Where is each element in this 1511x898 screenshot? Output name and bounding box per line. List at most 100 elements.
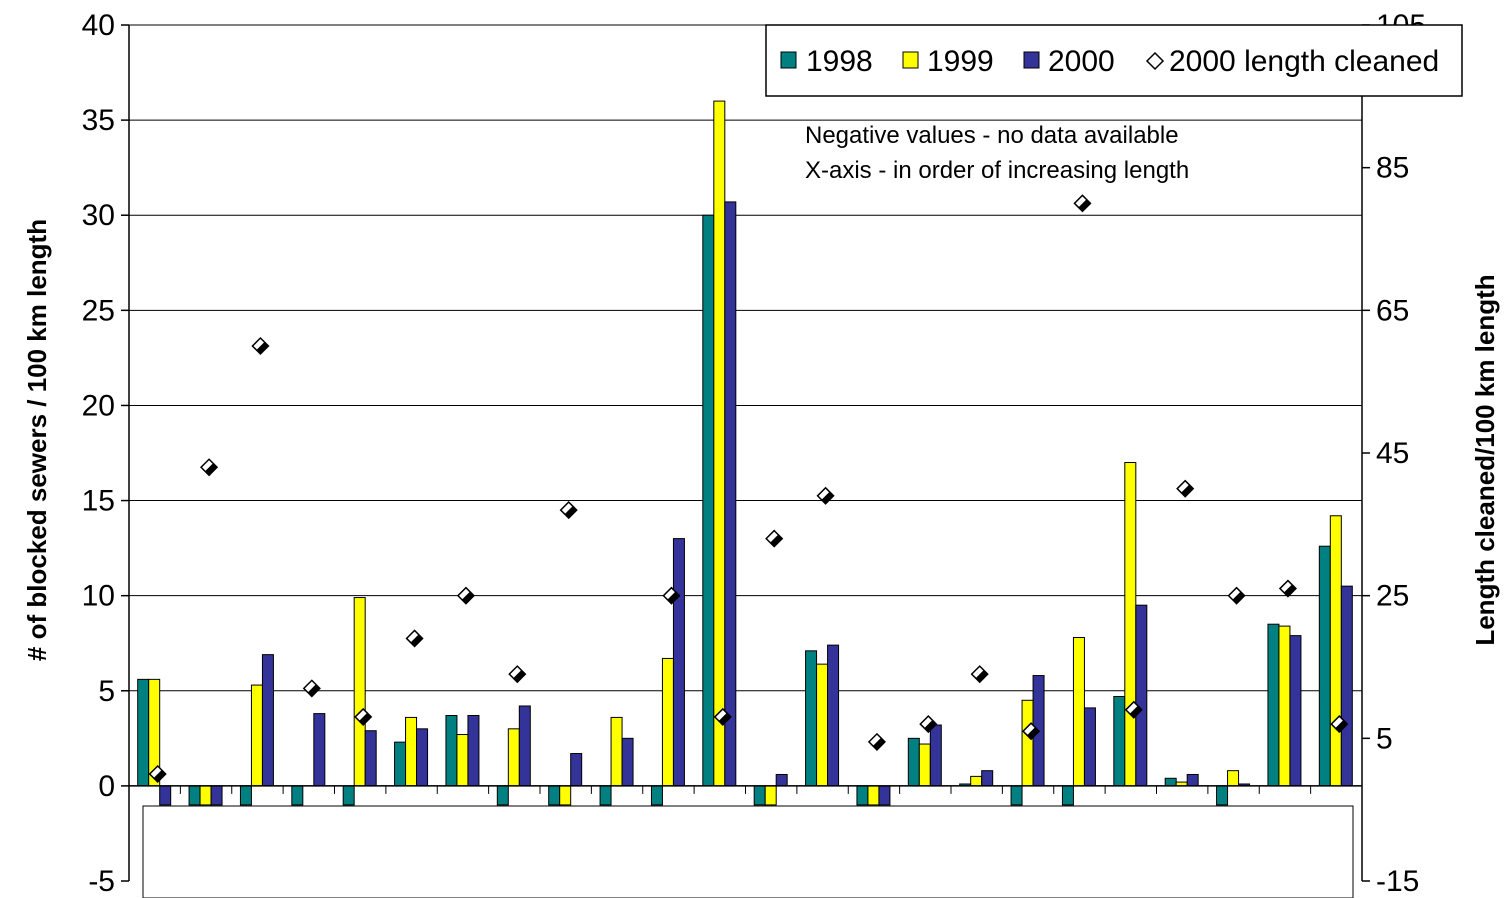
bar-1999-3 bbox=[250, 684, 263, 787]
bar-2000-24 bbox=[1340, 585, 1353, 787]
annotation-x-axis-order: X-axis - in order of increasing length bbox=[805, 157, 1189, 184]
legend-label-2000: 2000 bbox=[1048, 45, 1115, 78]
marker-length-cleaned-19 bbox=[1073, 194, 1092, 213]
y2-tick-label-3: 45 bbox=[1376, 437, 1409, 470]
marker-diamond-shadow bbox=[461, 591, 474, 604]
marker-length-cleaned-5 bbox=[354, 707, 373, 726]
legend-label-1998: 1998 bbox=[806, 45, 873, 78]
bar-1998-8 bbox=[496, 785, 509, 806]
bar-1998-4 bbox=[291, 785, 304, 806]
legend-label-length-cleaned: 2000 length cleaned bbox=[1169, 45, 1439, 78]
bar-2000-1 bbox=[159, 785, 172, 806]
marker-length-cleaned-6 bbox=[405, 629, 424, 648]
y-axis-title: # of blocked sewers / 100 km length bbox=[22, 219, 52, 661]
bar-1998-11 bbox=[650, 785, 663, 806]
bar-1998-1 bbox=[137, 678, 150, 787]
bar-1998-23 bbox=[1267, 623, 1280, 787]
marker-diamond-shadow bbox=[1181, 484, 1194, 497]
bar-2000-16 bbox=[929, 724, 942, 787]
marker-diamond-shadow bbox=[924, 720, 937, 733]
bar-2000-15 bbox=[878, 785, 891, 806]
marker-diamond-shadow bbox=[718, 712, 731, 725]
y-tick-label-8: 35 bbox=[82, 104, 115, 137]
y-tick-label-1: 0 bbox=[98, 770, 115, 803]
bar-2000-23 bbox=[1289, 635, 1302, 787]
marker-diamond-shadow bbox=[1027, 727, 1040, 740]
marker-length-cleaned-4 bbox=[302, 679, 321, 698]
bar-1999-13 bbox=[764, 785, 777, 806]
bar-1999-22 bbox=[1227, 770, 1240, 787]
marker-diamond-shadow bbox=[1232, 591, 1245, 604]
markers bbox=[148, 194, 1349, 784]
marker-length-cleaned-24 bbox=[1330, 715, 1349, 734]
bar-2000-2 bbox=[210, 785, 223, 806]
marker-diamond-shadow bbox=[872, 737, 885, 750]
marker-length-cleaned-11 bbox=[662, 586, 681, 605]
y-tick-label-5: 20 bbox=[82, 389, 115, 422]
bar-1998-2 bbox=[188, 785, 201, 806]
legend-swatch-1999 bbox=[902, 51, 919, 69]
marker-length-cleaned-12 bbox=[713, 707, 732, 726]
bar-2000-17 bbox=[981, 770, 994, 787]
marker-length-cleaned-17 bbox=[970, 665, 989, 684]
bar-1998-14 bbox=[805, 650, 818, 787]
bar-1998-12 bbox=[702, 214, 715, 787]
legend-swatch-2000 bbox=[1023, 51, 1040, 69]
marker-diamond-shadow bbox=[1335, 720, 1348, 733]
legend: 1998 1999 2000 2000 length cleaned bbox=[765, 24, 1463, 97]
bar-1998-13 bbox=[753, 785, 766, 806]
bar-1998-7 bbox=[445, 715, 458, 787]
bar-1999-8 bbox=[507, 728, 520, 787]
marker-length-cleaned-7 bbox=[456, 586, 475, 605]
bar-1998-16 bbox=[907, 737, 920, 787]
bar-1999-7 bbox=[456, 734, 469, 787]
bar-1999-17 bbox=[970, 775, 983, 787]
bar-1999-19 bbox=[1072, 637, 1085, 787]
bar-1998-6 bbox=[394, 741, 407, 787]
bar-1999-16 bbox=[918, 743, 931, 787]
marker-length-cleaned-23 bbox=[1278, 579, 1297, 598]
bar-1999-14 bbox=[816, 663, 829, 787]
marker-length-cleaned-8 bbox=[508, 665, 527, 684]
bar-2000-19 bbox=[1083, 707, 1096, 787]
marker-diamond-shadow bbox=[564, 506, 577, 519]
marker-diamond-shadow bbox=[153, 770, 166, 782]
marker-length-cleaned-22 bbox=[1227, 586, 1246, 605]
legend-box bbox=[765, 24, 1463, 97]
marker-diamond-shadow bbox=[1283, 584, 1296, 597]
y-tick-label-0: -5 bbox=[88, 865, 115, 898]
bar-1998-20 bbox=[1113, 695, 1126, 787]
y2-tick-label-2: 25 bbox=[1376, 580, 1409, 613]
bar-1999-9 bbox=[559, 785, 572, 806]
legend-swatch-1998 bbox=[780, 51, 797, 69]
bar-1998-5 bbox=[342, 785, 355, 806]
marker-diamond-shadow bbox=[821, 491, 834, 504]
bar-1998-10 bbox=[599, 785, 612, 806]
bar-2000-14 bbox=[827, 644, 840, 787]
bar-1999-24 bbox=[1329, 515, 1342, 787]
bar-1998-21 bbox=[1164, 777, 1177, 787]
marker-diamond-shadow bbox=[770, 534, 783, 547]
bar-1998-15 bbox=[856, 785, 869, 806]
y2-tick-label-4: 65 bbox=[1376, 294, 1409, 327]
annotation-negative-values: Negative values - no data available bbox=[805, 122, 1179, 149]
bar-2000-13 bbox=[775, 773, 788, 787]
marker-length-cleaned-13 bbox=[765, 529, 784, 548]
marker-diamond-shadow bbox=[410, 634, 423, 647]
marker-length-cleaned-15 bbox=[867, 732, 886, 751]
marker-length-cleaned-20 bbox=[1124, 700, 1143, 719]
marker-length-cleaned-21 bbox=[1176, 479, 1195, 498]
marker-diamond-shadow bbox=[975, 670, 988, 683]
bar-2000-5 bbox=[364, 730, 377, 787]
bars bbox=[137, 100, 1353, 806]
bar-1998-22 bbox=[1216, 785, 1229, 806]
bar-2000-20 bbox=[1135, 604, 1148, 787]
bar-2000-3 bbox=[261, 654, 274, 787]
y2-tick-label-5: 85 bbox=[1376, 152, 1409, 185]
bar-1998-3 bbox=[239, 785, 252, 806]
bar-2000-7 bbox=[467, 715, 480, 787]
bar-1999-12 bbox=[713, 100, 726, 787]
marker-length-cleaned-3 bbox=[251, 336, 270, 356]
bar-2000-10 bbox=[621, 737, 634, 787]
